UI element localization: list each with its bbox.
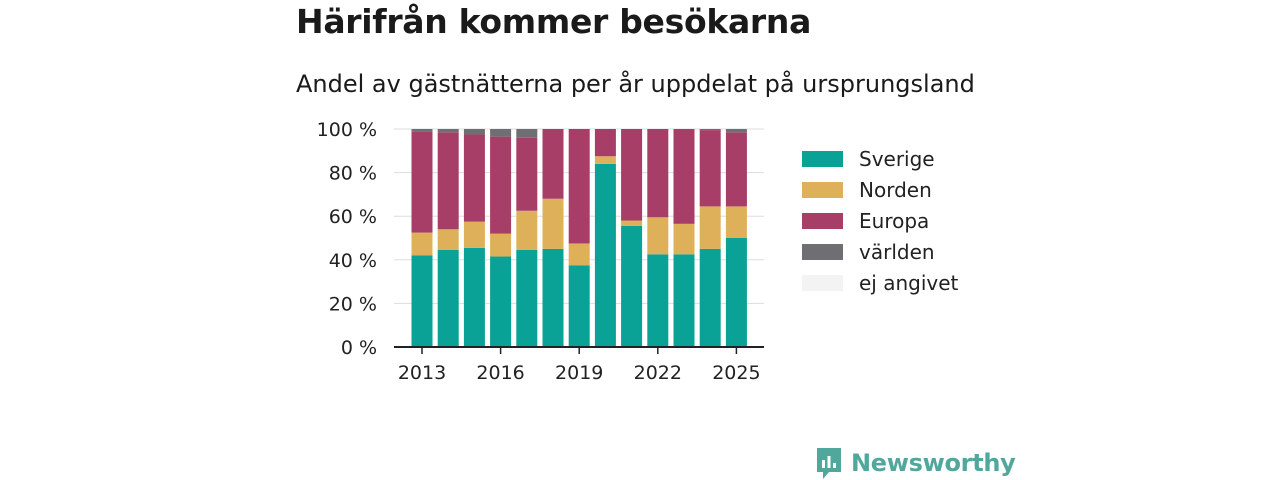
legend-label: ej angivet (859, 271, 959, 295)
bar-segment (437, 129, 459, 133)
bar-segment (463, 247, 485, 347)
bar-segment (699, 248, 721, 347)
bar-segment (725, 132, 747, 207)
bar-segment (542, 129, 564, 199)
bar-segment (621, 220, 643, 227)
y-tick-label: 40 % (329, 250, 377, 272)
bar-segment (725, 238, 747, 347)
bar-segment (725, 206, 747, 238)
bar-segment (437, 249, 459, 347)
legend-swatch (802, 244, 843, 260)
bar-segment (490, 256, 512, 347)
x-tick-label: 2022 (634, 362, 682, 384)
bar-segment (516, 129, 538, 138)
bar-segment (699, 206, 721, 249)
legend: Sverige Norden Europa världen ej angivet (802, 147, 959, 295)
legend-swatch (802, 151, 843, 167)
chart-subtitle: Andel av gästnätterna per år uppdelat på… (296, 70, 975, 98)
chart-title: Härifrån kommer besökarna (296, 2, 812, 41)
bar-segment (411, 131, 433, 233)
y-tick-label: 100 % (317, 119, 377, 141)
y-tick-label: 20 % (329, 293, 377, 315)
legend-label: Europa (859, 209, 929, 233)
bar-segment (568, 243, 590, 266)
newsworthy-logo-icon (817, 448, 841, 479)
bar-segment (490, 233, 512, 257)
x-tick-label: 2016 (476, 362, 524, 384)
bar-segment (568, 265, 590, 347)
bar-segment (699, 130, 721, 207)
bar-segment (411, 255, 433, 347)
bar-segment (542, 198, 564, 249)
bar-segment (568, 129, 590, 244)
y-axis-ticks: 0 % 20 % 40 % 60 % 80 % 100 % (317, 119, 377, 359)
bar-segment (594, 163, 616, 347)
legend-label: världen (859, 240, 935, 264)
bar-segment (621, 226, 643, 347)
bar-segment (490, 129, 512, 137)
legend-label: Norden (859, 178, 932, 202)
legend-label: Sverige (859, 147, 935, 171)
bar-segment (542, 248, 564, 347)
bar-segment (516, 249, 538, 347)
bar-segment (463, 129, 485, 135)
brand-logo: Newsworthy (815, 446, 1016, 480)
bar-segment (673, 223, 695, 255)
bar-segment (621, 129, 643, 221)
y-tick-label: 0 % (341, 337, 377, 359)
bar-segment (673, 129, 695, 224)
bar-segment (411, 129, 433, 132)
bar-segment (699, 129, 721, 131)
x-axis-ticks: 2013 2016 2019 2022 2025 (398, 347, 761, 384)
x-tick-label: 2019 (555, 362, 603, 384)
bar-segment (647, 129, 669, 218)
bar-segment (725, 129, 747, 133)
legend-swatch (802, 213, 843, 229)
bar-segment (516, 137, 538, 211)
bar-segment (490, 136, 512, 234)
legend-swatch (802, 182, 843, 198)
x-tick-label: 2025 (712, 362, 760, 384)
x-tick-label: 2013 (398, 362, 446, 384)
legend-swatch (802, 275, 843, 291)
bar-segment (463, 134, 485, 222)
bars (411, 129, 747, 347)
bar-segment (594, 129, 616, 157)
bar-segment (647, 254, 669, 347)
bar-segment (673, 254, 695, 347)
bar-segment (647, 217, 669, 255)
bar-segment (516, 210, 538, 250)
bar-segment (411, 232, 433, 256)
bar-segment (437, 229, 459, 250)
bar-segment (594, 156, 616, 164)
y-tick-label: 80 % (329, 163, 377, 185)
bar-segment (463, 221, 485, 248)
y-tick-label: 60 % (329, 206, 377, 228)
brand-name: Newsworthy (851, 449, 1016, 477)
bar-segment (437, 132, 459, 230)
